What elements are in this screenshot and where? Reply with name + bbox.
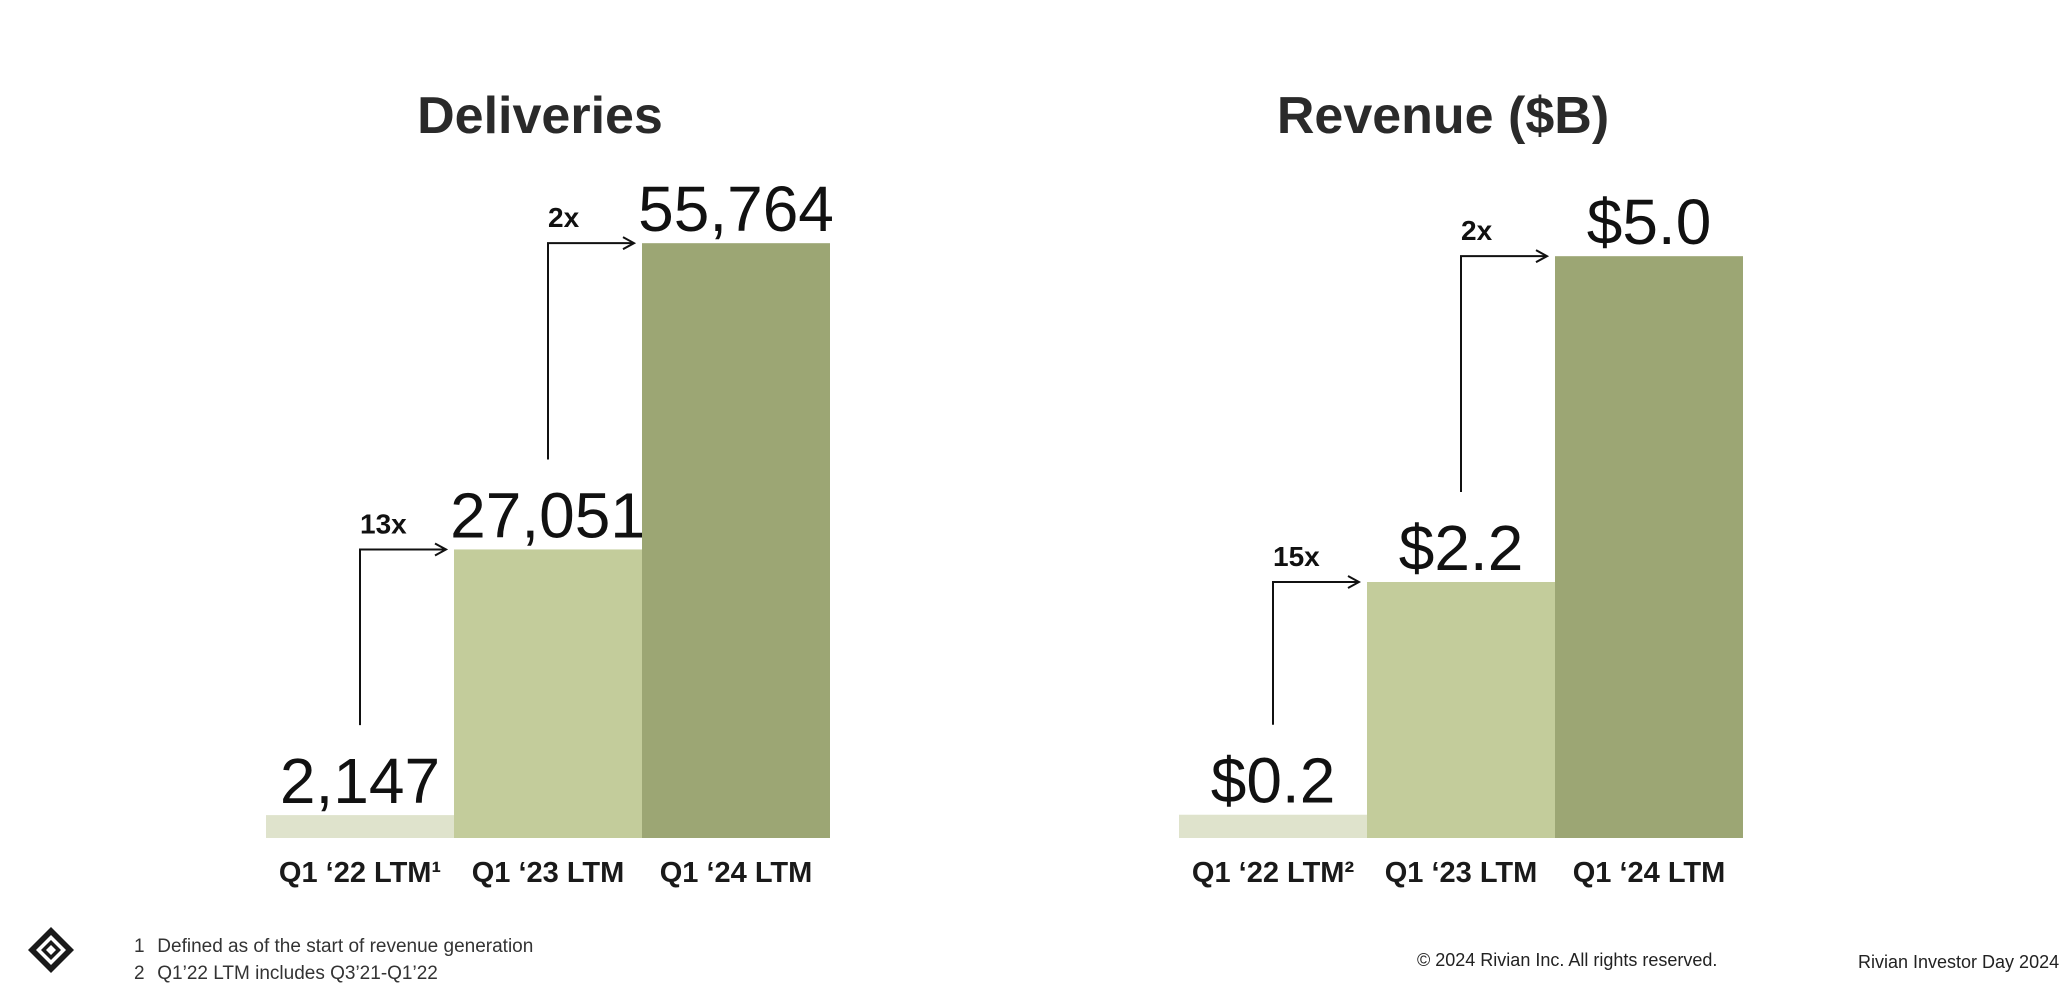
revenue-category-label: Q1 ‘23 LTM <box>1385 857 1538 889</box>
deliveries-growth-label: 2x <box>548 202 580 233</box>
charts-canvas: 2,147 Q1 ‘22 LTM¹ 27,051 Q1 ‘23 LTM 55,764 Q1… <box>266 173 1743 889</box>
revenue-growth-arrow <box>1460 256 1547 492</box>
event-label: Rivian Investor Day 2024 <box>1858 952 2060 972</box>
footnote-number: 2 <box>134 963 145 984</box>
footnote-1: 1 Defined as of the start of revenue gen… <box>134 933 533 960</box>
deliveries-value-label: 2,147 <box>280 745 440 817</box>
revenue-growth-arrow <box>1272 582 1359 725</box>
deliveries-chart-title: Deliveries <box>417 87 663 145</box>
copyright-text: © 2024 Rivian Inc. All rights reserved. <box>1417 950 1718 970</box>
footnote-number: 1 <box>134 936 145 957</box>
revenue-value-label: $5.0 <box>1587 186 1712 258</box>
deliveries-category-label: Q1 ‘23 LTM <box>472 857 625 889</box>
deliveries-growth-label: 13x <box>360 508 407 539</box>
deliveries-value-label: 27,051 <box>450 479 646 551</box>
revenue-bar <box>1555 256 1743 838</box>
revenue-category-label: Q1 ‘24 LTM <box>1573 857 1726 889</box>
deliveries-category-label: Q1 ‘24 LTM <box>660 857 813 889</box>
deliveries-bar <box>642 243 830 838</box>
revenue-bar <box>1179 814 1367 838</box>
revenue-category-label: Q1 ‘22 LTM² <box>1192 857 1355 889</box>
deliveries-growth-arrow <box>359 549 446 726</box>
revenue-growth-label: 2x <box>1461 215 1493 246</box>
revenue-bar <box>1367 582 1555 838</box>
deliveries-bar <box>266 815 454 838</box>
deliveries-value-label: 55,764 <box>638 173 834 245</box>
deliveries-bar <box>454 549 642 838</box>
revenue-value-label: $2.2 <box>1399 512 1524 584</box>
footnote-text: Q1’22 LTM includes Q3’21-Q1’22 <box>157 963 438 984</box>
revenue-chart-title: Revenue ($B) <box>1276 87 1610 145</box>
footnotes: 1 Defined as of the start of revenue gen… <box>134 933 533 987</box>
deliveries-growth-arrow <box>547 243 634 460</box>
revenue-value-label: $0.2 <box>1211 745 1336 817</box>
footnote-text: Defined as of the start of revenue gener… <box>157 936 534 957</box>
footnote-2: 2 Q1’22 LTM includes Q3’21-Q1’22 <box>134 960 533 987</box>
deliveries-category-label: Q1 ‘22 LTM¹ <box>279 857 441 889</box>
rivian-logo-icon <box>26 925 76 975</box>
revenue-growth-label: 15x <box>1273 541 1320 572</box>
